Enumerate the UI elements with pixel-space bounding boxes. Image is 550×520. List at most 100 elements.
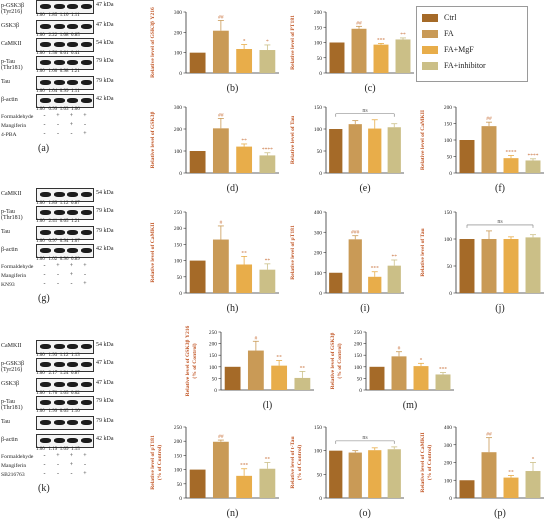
blot-kda: 79 kDa [96,58,114,64]
y-tick-label: 50 [317,149,323,155]
chart-b: Relative level of GSK3β Y216 0 100 200 300 ##… [150,7,279,94]
treatment-label: KN93 [1,282,15,288]
blot-band [53,344,65,349]
blot-kda: 79 kDa [96,418,114,424]
blot-image [36,0,94,14]
y-axis-label: Relative level of pT181 [290,225,296,280]
blot-band [67,4,78,9]
y-axis-label: (% of Control) [156,445,163,480]
bar [189,260,206,293]
significance-label: * [243,39,246,45]
y-tick-label: 200 [354,342,362,348]
blot-quant: 1.00 1.60 0.98 1.21 [36,68,80,74]
panel-letter: (o) [359,508,371,519]
bar [525,471,541,498]
significance-label: ** [276,355,282,361]
ns-label: ns [362,108,368,114]
blot-protein-label: CaMKII [1,41,22,47]
blot-band [80,42,92,47]
bar [189,151,206,173]
y-tick-label: 0 [319,71,322,77]
blot-band [40,230,51,235]
y-tick-label: 200 [174,30,182,36]
blot-band [80,4,92,9]
y-tick-label: 150 [174,242,182,248]
bar [368,450,382,498]
blot-band [40,4,51,9]
significance-label: ** [241,138,247,144]
panel-letter: (d) [227,183,239,194]
blot-panel-k: CaMKII 54 kDa 1.00 1.93 1.12 1.13 p-GSK3β (… [0,340,142,520]
chart-h: Relative level of CaMKII 0 50 100 150 200 250 #… [150,210,279,314]
significance-label: *** [240,463,249,469]
treatment-sign: + [69,462,74,468]
treatment-sign: + [83,281,87,287]
y-axis-label: Relative level of PT181 [290,15,296,70]
bar [387,127,401,173]
significance-label: ## [218,112,224,118]
blot-protein-label: p-Tau (Thr181) [1,399,23,411]
treatment-sign: - [43,281,46,287]
y-tick-label: 100 [444,478,452,484]
y-tick-label: 200 [174,226,182,232]
treatment-sign: - [43,131,46,137]
blot-protein-label: CaMKII [1,343,22,349]
blot-band [67,24,78,29]
panel-letter: (h) [227,303,239,314]
blot-band [80,98,92,103]
blot-band [53,24,65,29]
bar [271,365,288,390]
blot-band [80,344,92,349]
legend: Ctrl FA FA+MgF FA+inhibitor [416,6,542,82]
significance-label: ** [265,457,271,463]
blot-band [40,24,51,29]
blot-panel-g: CaMKII 54 kDa 1.00 1.89 1.12 0.87 p-Tau (Th… [0,188,142,333]
blot-band [80,80,92,85]
significance-label: ## [486,432,492,438]
legend-swatch [422,30,438,38]
blot-band [80,362,92,367]
blot-protein-label: p-GSK3β (Tyr216) [1,361,25,373]
blot-quant: 1.00 2.17 1.24 0.87 [36,370,80,376]
y-tick-label: 100 [174,468,182,474]
y-tick-label: 0 [449,171,452,177]
blot-panel-a: p-GSK3β (Tyr216) 47 kDa 1.00 1.85 1.10 1.1… [0,0,142,165]
y-axis-label: Relative level of CaMKII [150,222,156,282]
bar [259,155,276,173]
blot-band [53,80,65,85]
blot-kda: 79 kDa [96,398,114,404]
bar [368,276,382,293]
blot-band [53,230,65,235]
blot-image [36,56,94,70]
blot-band [80,210,92,215]
treatment-sign: - [43,462,46,468]
y-tick-label: 0 [319,171,322,177]
blot-band [53,420,65,425]
bar [368,128,382,173]
y-tick-label: 200 [174,127,182,133]
blot-kda: 47 kDa [96,360,114,366]
y-tick-label: 100 [444,138,452,144]
treatment-sign: - [84,122,86,128]
legend-swatch [422,14,438,22]
blot-quant: 1.00 2.41 0.65 1.21 [36,218,80,224]
ns-label: ns [362,435,368,441]
blot-image [36,244,94,258]
y-axis-label: (% of Control) [191,343,198,378]
treatment-sign: - [57,281,59,287]
chart-f: Relative level of CaMKII 0 50 100 150 200 ## **… [420,105,544,194]
y-tick-label: 200 [444,105,452,111]
blot-protein-label: β-actin [1,247,18,253]
blot-protein-label: GSK3β [1,381,20,387]
bar [259,269,276,293]
blot-kda: 54 kDa [96,190,114,196]
treatment-sign: - [57,131,59,137]
treatment-label: SB216763 [1,472,25,478]
significance-label: ** [400,32,406,38]
y-tick-label: 400 [444,425,452,431]
blot-band [53,400,65,405]
blot-band [67,98,78,103]
blot-quant: 1.00 0.99 1.03 1.06 [36,106,80,112]
chart-o: Relative level of t-Tau (% of Control) 0 50… [290,425,404,519]
y-axis-label: Relative level of GSK3β Y216 [185,325,191,396]
